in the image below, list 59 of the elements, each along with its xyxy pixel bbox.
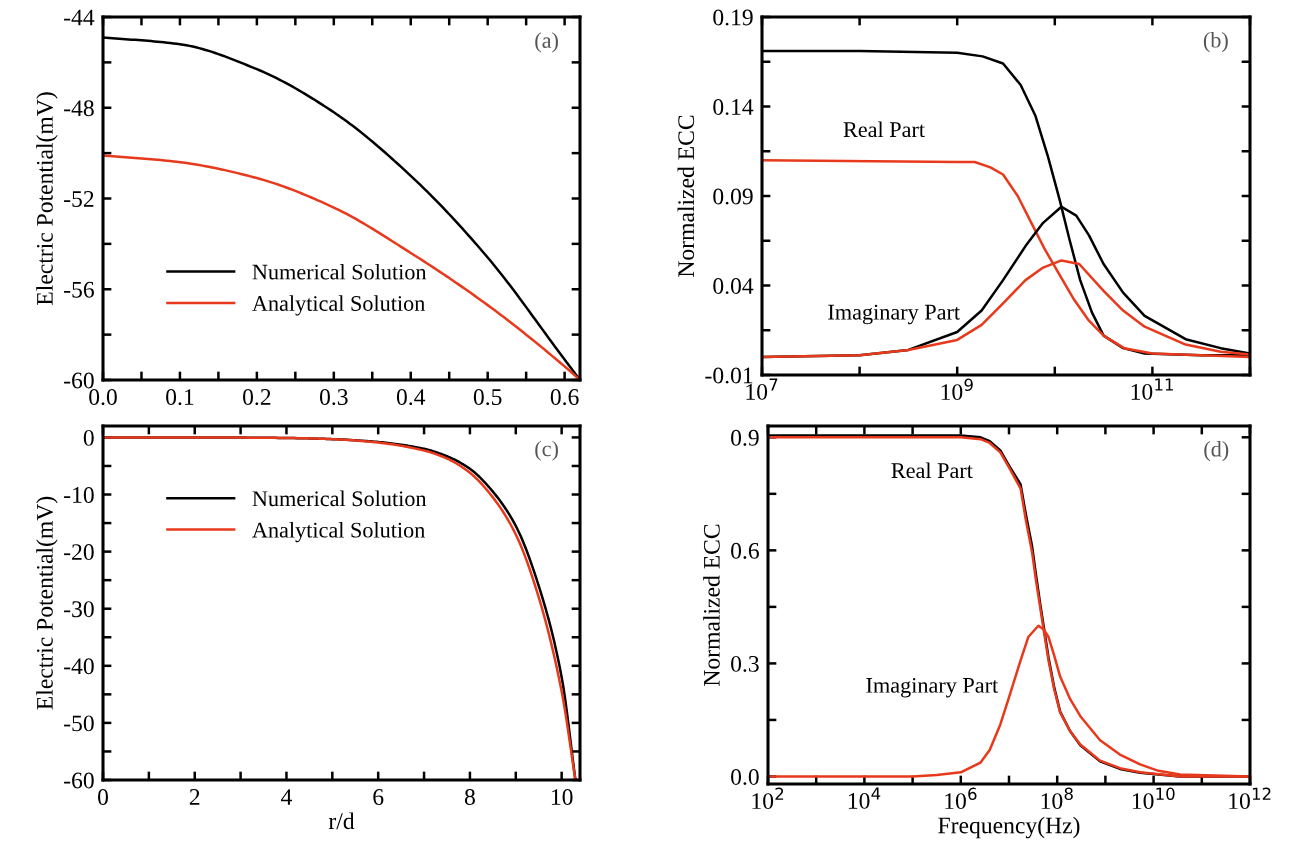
- x-tick-label: 8: [464, 789, 475, 805]
- legend-label: Analytical Solution: [252, 295, 425, 316]
- annotation: Real Part: [891, 462, 973, 479]
- annotation: Imaginary Part: [866, 677, 999, 698]
- x-tick-label: 0.6: [550, 389, 579, 406]
- y-tick-label: -48: [64, 100, 94, 117]
- x-tick-label: 10$^{4}$: [848, 787, 881, 809]
- y-tick-label: 0.3: [731, 655, 759, 672]
- y-tick-label: -60: [64, 772, 94, 789]
- legend-label: Numerical Solution: [252, 263, 427, 280]
- annotation: (c): [535, 440, 558, 461]
- y-tick-label: 0.14: [713, 98, 754, 116]
- y-tick-label: 0.09: [713, 188, 753, 205]
- x-axis-title: r/d: [328, 812, 355, 830]
- y-axis-title: Electric Potential(mV): [36, 92, 58, 306]
- y-tick-label: -52: [64, 191, 94, 207]
- x-tick-label: 10$^{10}$: [1132, 787, 1175, 810]
- y-axis-title: Normalized ECC: [703, 524, 720, 686]
- x-tick-label: 4: [281, 789, 292, 805]
- x-tick-label: 0.4: [396, 389, 426, 406]
- x-axis-title: Frequency(Hz): [938, 816, 1080, 839]
- y-tick-label: 0.0: [731, 768, 759, 785]
- annotation: Imaginary Part: [828, 304, 960, 325]
- annotation: (b): [1203, 31, 1228, 53]
- y-tick-label: -56: [64, 281, 94, 298]
- x-tick-label: 0: [98, 789, 108, 805]
- annotation: (d): [1204, 440, 1229, 462]
- y-axis-title: Normalized ECC: [677, 115, 695, 277]
- y-axis-title: Electric Potential(mV): [36, 496, 58, 710]
- x-tick-label: 0.3: [319, 389, 348, 406]
- y-tick-label: 0: [83, 429, 94, 446]
- legend-label: Analytical Solution: [252, 521, 425, 543]
- y-tick-label: 0.9: [731, 429, 759, 446]
- x-tick-label: 2: [189, 789, 200, 805]
- y-tick-label: 0.6: [731, 542, 759, 559]
- x-tick-label: 10$^{8}$: [1041, 787, 1073, 810]
- x-tick-label: 0.2: [243, 389, 271, 406]
- y-tick-label: -40: [64, 658, 94, 675]
- x-tick-label: 0.1: [166, 389, 194, 406]
- y-tick-label: -10: [64, 487, 94, 503]
- annotation: (a): [535, 32, 558, 53]
- y-tick-label: 0.04: [713, 277, 754, 295]
- legend-label: Numerical Solution: [252, 490, 427, 507]
- x-tick-label: 10$^{6}$: [945, 787, 977, 810]
- x-tick-label: 10$^{9}$: [941, 378, 973, 401]
- y-tick-label: 0.19: [713, 9, 753, 26]
- y-tick-label: -50: [64, 715, 94, 732]
- x-tick-label: 10$^{12}$: [1229, 787, 1271, 810]
- y-tick-label: -60: [64, 372, 94, 389]
- y-tick-label: -20: [64, 544, 94, 561]
- x-tick-label: 0.5: [473, 389, 502, 406]
- x-tick-label: 10$^{11}$: [1131, 378, 1173, 400]
- x-tick-label: 6: [373, 789, 384, 805]
- y-tick-label: -44: [64, 9, 95, 26]
- x-tick-label: 0.0: [89, 389, 117, 406]
- x-tick-label: 10$^{2}$: [752, 787, 784, 810]
- y-tick-label: -30: [64, 601, 94, 618]
- x-tick-label: 10: [551, 789, 573, 805]
- annotation: Real Part: [843, 121, 925, 138]
